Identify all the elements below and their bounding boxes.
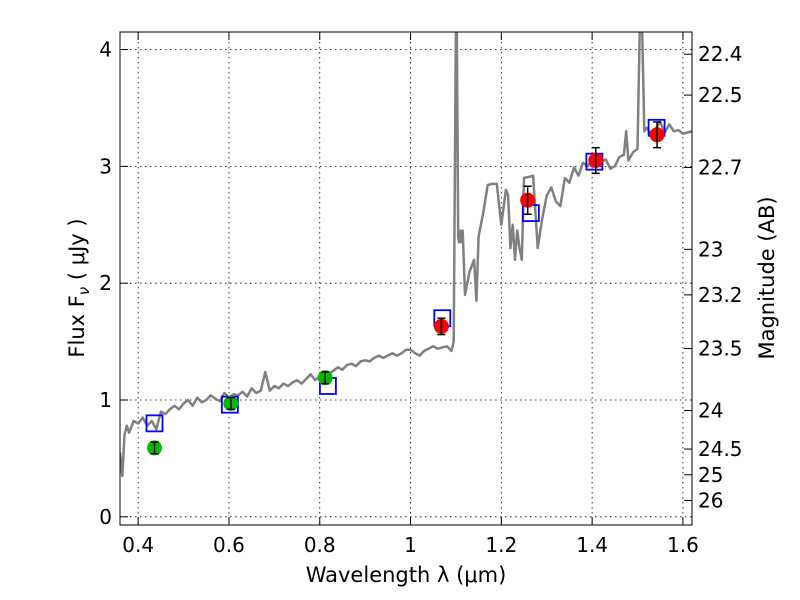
y-axis-title-unit: ( μJy ) <box>65 218 89 286</box>
x-tick-label: 1.2 <box>485 533 517 557</box>
mag-tick-label: 24 <box>698 399 723 423</box>
mag-tick-label: 23.2 <box>698 283 743 307</box>
mag-tick-label: 22.7 <box>698 156 743 180</box>
x-axis-title: Wavelength λ (μm) <box>306 563 507 587</box>
x-tick-label: 1.4 <box>576 533 608 557</box>
y-axis-title-main: Flux F <box>65 295 89 357</box>
mag-tick-label: 24.5 <box>698 437 743 461</box>
right-axis-title: Magnitude (AB) <box>755 196 779 359</box>
x-tick-label: 0.4 <box>122 533 154 557</box>
y-tick-label: 0 <box>99 505 112 529</box>
y-tick-label: 2 <box>99 271 112 295</box>
mag-tick-label: 22.5 <box>698 83 743 107</box>
model-photometry-square <box>145 414 164 433</box>
x-tick-label: 1.6 <box>667 533 699 557</box>
plot-frame <box>119 31 693 526</box>
mag-tick-label: 25 <box>698 463 723 487</box>
mag-tick-label: 23.5 <box>698 337 743 361</box>
x-tick-label: 0.6 <box>213 533 245 557</box>
mag-tick-label: 23 <box>698 237 723 261</box>
y-axis-title: Flux Fν ( μJy ) <box>65 218 93 357</box>
y-tick-label: 1 <box>99 388 112 412</box>
y-axis-title-subscript: ν <box>75 287 93 295</box>
x-tick-label: 0.8 <box>304 533 336 557</box>
mag-tick-label: 26 <box>698 488 723 512</box>
x-tick-label: 1 <box>404 533 417 557</box>
mag-tick-label: 22.4 <box>698 42 743 66</box>
marker-layer <box>145 118 666 456</box>
y-tick-label: 3 <box>99 154 112 178</box>
y-tick-label: 4 <box>99 38 112 62</box>
